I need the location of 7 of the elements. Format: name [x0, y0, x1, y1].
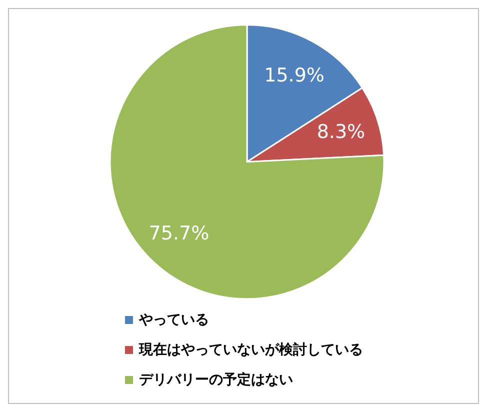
legend-label: やっている — [139, 311, 209, 329]
data-label: 75.7% — [148, 222, 210, 244]
data-label: 15.9% — [264, 64, 324, 86]
legend-label: デリバリーの予定はない — [139, 371, 293, 389]
data-label: 8.3% — [316, 120, 366, 143]
pie-slice — [109, 24, 385, 300]
legend-label: 現在はやっていないが検討している — [139, 341, 363, 359]
